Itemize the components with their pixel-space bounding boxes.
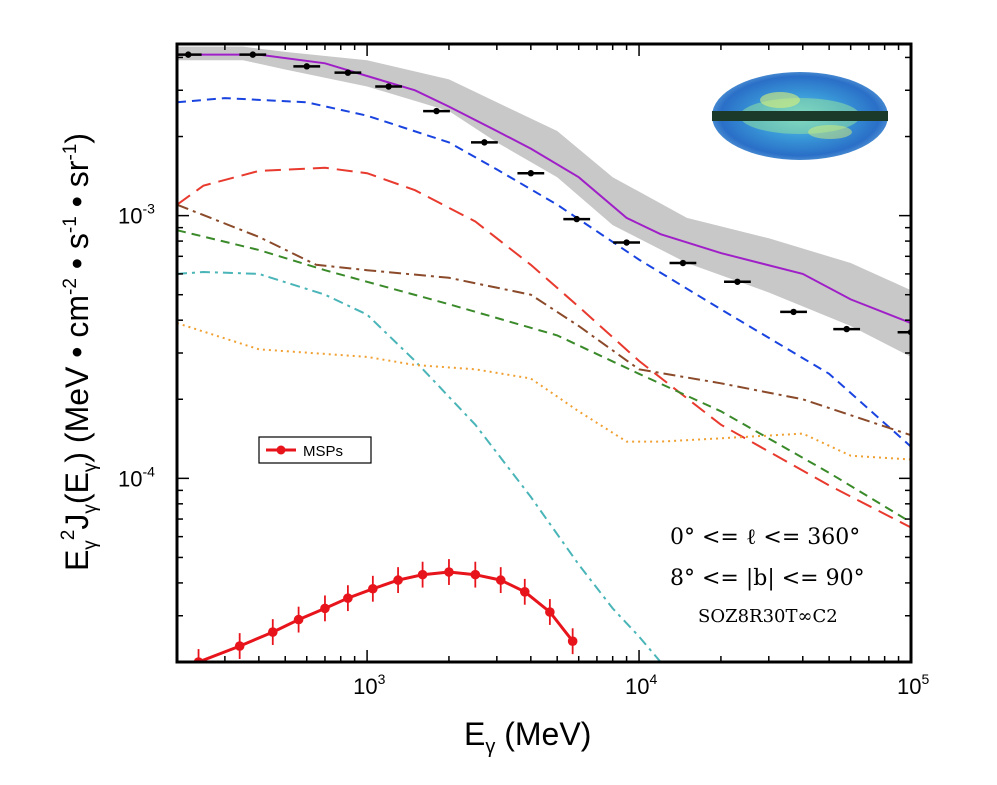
data-point-marker (344, 69, 352, 76)
data-point-marker (385, 83, 392, 90)
msps-marker (567, 636, 578, 646)
data-point (669, 259, 697, 267)
msps-marker (234, 641, 245, 651)
series-longdash-red (177, 166, 911, 529)
data-point-marker (573, 215, 580, 223)
x-tick-label: 103 (353, 671, 385, 699)
msps-marker (417, 569, 428, 580)
annotation-latitude-range: 8° <= |b| <= 90° (670, 566, 865, 591)
data-point (780, 308, 807, 316)
data-point-marker (481, 139, 488, 146)
annotation-longitude-range: 0° <= ℓ <= 360° (670, 525, 860, 550)
data-point (833, 325, 861, 333)
data-point-marker (734, 278, 741, 285)
data-point (177, 51, 202, 58)
data-point (613, 239, 640, 246)
data-point-marker (623, 239, 630, 246)
msps-point (293, 606, 304, 633)
msps-marker (393, 575, 403, 585)
msps-line (197, 570, 574, 662)
annotations: 0° <= ℓ <= 360° 8° <= |b| <= 90° SOZ8R30… (670, 525, 865, 627)
data-point-marker (249, 51, 257, 58)
msps-point (495, 567, 506, 594)
sky-map-inset (706, 66, 894, 162)
msps-point (320, 595, 330, 622)
data-point-marker (527, 170, 535, 177)
msps-point (417, 561, 428, 588)
data-point (375, 83, 403, 90)
msps-point (393, 567, 403, 594)
data-point (239, 51, 267, 58)
y-tick-label: 10-3 (118, 201, 155, 229)
msps-point (368, 575, 378, 602)
series-dashdot-brown (177, 203, 911, 437)
data-point (563, 215, 591, 223)
msps-point (234, 633, 245, 659)
msps-marker (267, 627, 278, 637)
x-tick-label: 104 (625, 671, 657, 699)
msps-point (567, 628, 578, 655)
data-point-marker (185, 51, 192, 58)
data-point (724, 278, 751, 285)
msps-marker (519, 587, 530, 597)
msps-point (444, 559, 454, 585)
msps-point (470, 561, 481, 588)
data-point-marker (303, 63, 310, 70)
msps-marker (545, 607, 555, 617)
msps-point (519, 578, 530, 605)
series-solid (177, 53, 911, 325)
data-point-marker (843, 325, 850, 333)
data-point-marker (679, 259, 687, 267)
y-tick-label: 10-4 (118, 463, 155, 491)
msps-marker (368, 583, 378, 594)
data-point-marker (790, 308, 797, 316)
msps-marker (343, 593, 353, 603)
data-point (471, 139, 498, 146)
series-dashed-green (177, 229, 911, 524)
data-point (517, 170, 545, 177)
msps-marker (470, 569, 481, 580)
data-point (293, 63, 321, 70)
msps-marker (320, 603, 330, 614)
legend-label-msps: MSPs (303, 443, 343, 460)
msps-marker (293, 614, 304, 625)
x-tick-label: 105 (897, 671, 929, 699)
annotation-model-id: SOZ8R30T∞C2 (698, 606, 838, 627)
legend-marker (276, 445, 286, 455)
msps-marker (495, 575, 506, 585)
data-point-marker (433, 107, 440, 115)
msps-marker (444, 567, 454, 577)
data-point (423, 107, 450, 115)
msps-point (267, 619, 278, 645)
plot-area (177, 46, 911, 662)
series-dashed-blue (177, 97, 911, 448)
series-dashdot-cyan (177, 270, 662, 662)
x-axis-title: Eγ (MeV) (464, 716, 591, 758)
legend: MSPs (258, 436, 372, 464)
msps-point (343, 585, 353, 612)
data-point (334, 69, 362, 76)
y-axis-title: Eγ2Jγ(Eγ) (MeV • cm-2 • s-1 • sr-1) (58, 133, 101, 571)
axes: 103 104 105 10-3 10-4 (118, 42, 929, 699)
msps-point (545, 599, 555, 625)
